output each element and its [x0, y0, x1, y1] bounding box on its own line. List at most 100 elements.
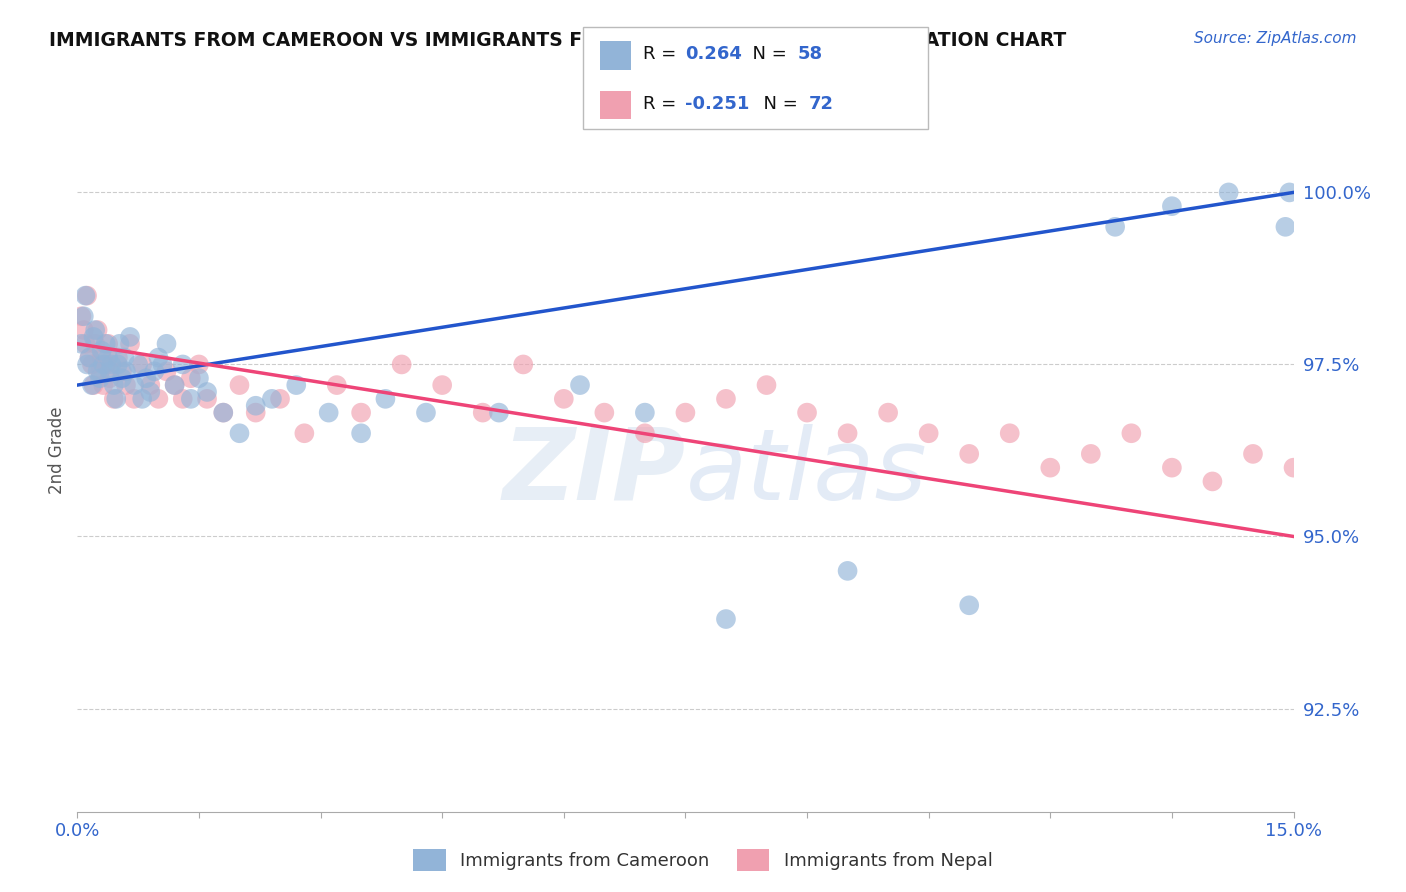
Point	[84, 336, 107, 351]
Point	[569, 378, 592, 392]
Point	[98, 371, 121, 385]
Text: IMMIGRANTS FROM CAMEROON VS IMMIGRANTS FROM NEPAL 2ND GRADE CORRELATION CHART: IMMIGRANTS FROM CAMEROON VS IMMIGRANTS F…	[49, 31, 1067, 50]
Point	[374, 392, 396, 406]
Point	[75, 288, 97, 302]
Point	[83, 330, 105, 344]
Point	[245, 406, 267, 420]
Point	[163, 378, 186, 392]
Text: ZIP: ZIP	[502, 424, 686, 521]
Point	[391, 358, 413, 372]
Point	[714, 612, 737, 626]
Point	[127, 358, 149, 372]
Point	[1039, 460, 1062, 475]
Text: R =: R =	[643, 95, 682, 112]
Point	[118, 336, 141, 351]
Text: atlas: atlas	[686, 424, 927, 521]
Point	[152, 358, 174, 372]
Point	[172, 392, 194, 406]
Point	[115, 378, 138, 392]
Text: N =: N =	[752, 95, 804, 112]
Point	[228, 426, 250, 441]
Point	[91, 358, 114, 372]
Point	[1282, 460, 1305, 475]
Text: N =: N =	[741, 45, 793, 63]
Point	[97, 336, 120, 351]
Point	[318, 406, 340, 420]
Point	[837, 426, 859, 441]
Point	[430, 378, 453, 392]
Point	[837, 564, 859, 578]
Point	[488, 406, 510, 420]
Point	[188, 358, 211, 372]
Legend: Immigrants from Cameroon, Immigrants from Nepal: Immigrants from Cameroon, Immigrants fro…	[406, 842, 1000, 879]
Point	[115, 364, 138, 378]
Point	[1121, 426, 1143, 441]
Point	[1241, 447, 1264, 461]
Point	[918, 426, 941, 441]
Point	[675, 406, 697, 420]
Point	[634, 426, 657, 441]
Point	[90, 343, 112, 358]
Point	[634, 406, 657, 420]
Point	[90, 351, 112, 365]
Point	[796, 406, 818, 420]
Point	[1161, 199, 1184, 213]
Point	[1218, 186, 1240, 200]
Point	[593, 406, 616, 420]
Point	[94, 336, 117, 351]
Point	[107, 351, 129, 365]
Text: 0.264: 0.264	[685, 45, 741, 63]
Point	[148, 351, 170, 365]
Y-axis label: 2nd Grade: 2nd Grade	[48, 407, 66, 494]
Point	[180, 371, 202, 385]
Point	[163, 378, 186, 392]
Point	[97, 351, 120, 365]
Text: R =: R =	[643, 45, 682, 63]
Point	[212, 406, 235, 420]
Point	[98, 364, 121, 378]
Point	[172, 358, 194, 372]
Point	[80, 378, 103, 392]
Point	[139, 378, 162, 392]
Point	[195, 384, 218, 399]
Text: Source: ZipAtlas.com: Source: ZipAtlas.com	[1194, 31, 1357, 46]
Point	[79, 351, 101, 365]
Point	[1080, 447, 1102, 461]
Point	[155, 336, 177, 351]
Point	[877, 406, 900, 420]
Point	[553, 392, 575, 406]
Point	[107, 358, 129, 372]
Text: 72: 72	[808, 95, 834, 112]
Point	[111, 364, 134, 378]
Point	[139, 384, 162, 399]
Point	[100, 358, 122, 372]
Point	[112, 351, 135, 365]
Point	[228, 378, 250, 392]
Point	[131, 392, 153, 406]
Point	[122, 392, 145, 406]
Point	[512, 358, 534, 372]
Point	[957, 447, 980, 461]
Point	[76, 358, 98, 372]
Point	[755, 378, 778, 392]
Point	[94, 358, 117, 372]
Point	[105, 392, 128, 406]
Point	[70, 310, 93, 324]
Point	[1201, 475, 1223, 489]
Point	[76, 288, 98, 302]
Point	[70, 336, 93, 351]
Point	[86, 323, 108, 337]
Point	[998, 426, 1021, 441]
Point	[350, 426, 373, 441]
Point	[135, 371, 157, 385]
Point	[260, 392, 283, 406]
Point	[269, 392, 291, 406]
Point	[80, 358, 103, 372]
Point	[195, 392, 218, 406]
Point	[188, 371, 211, 385]
Text: 58: 58	[797, 45, 823, 63]
Point	[1161, 460, 1184, 475]
Point	[245, 399, 267, 413]
Point	[180, 392, 202, 406]
Point	[155, 364, 177, 378]
